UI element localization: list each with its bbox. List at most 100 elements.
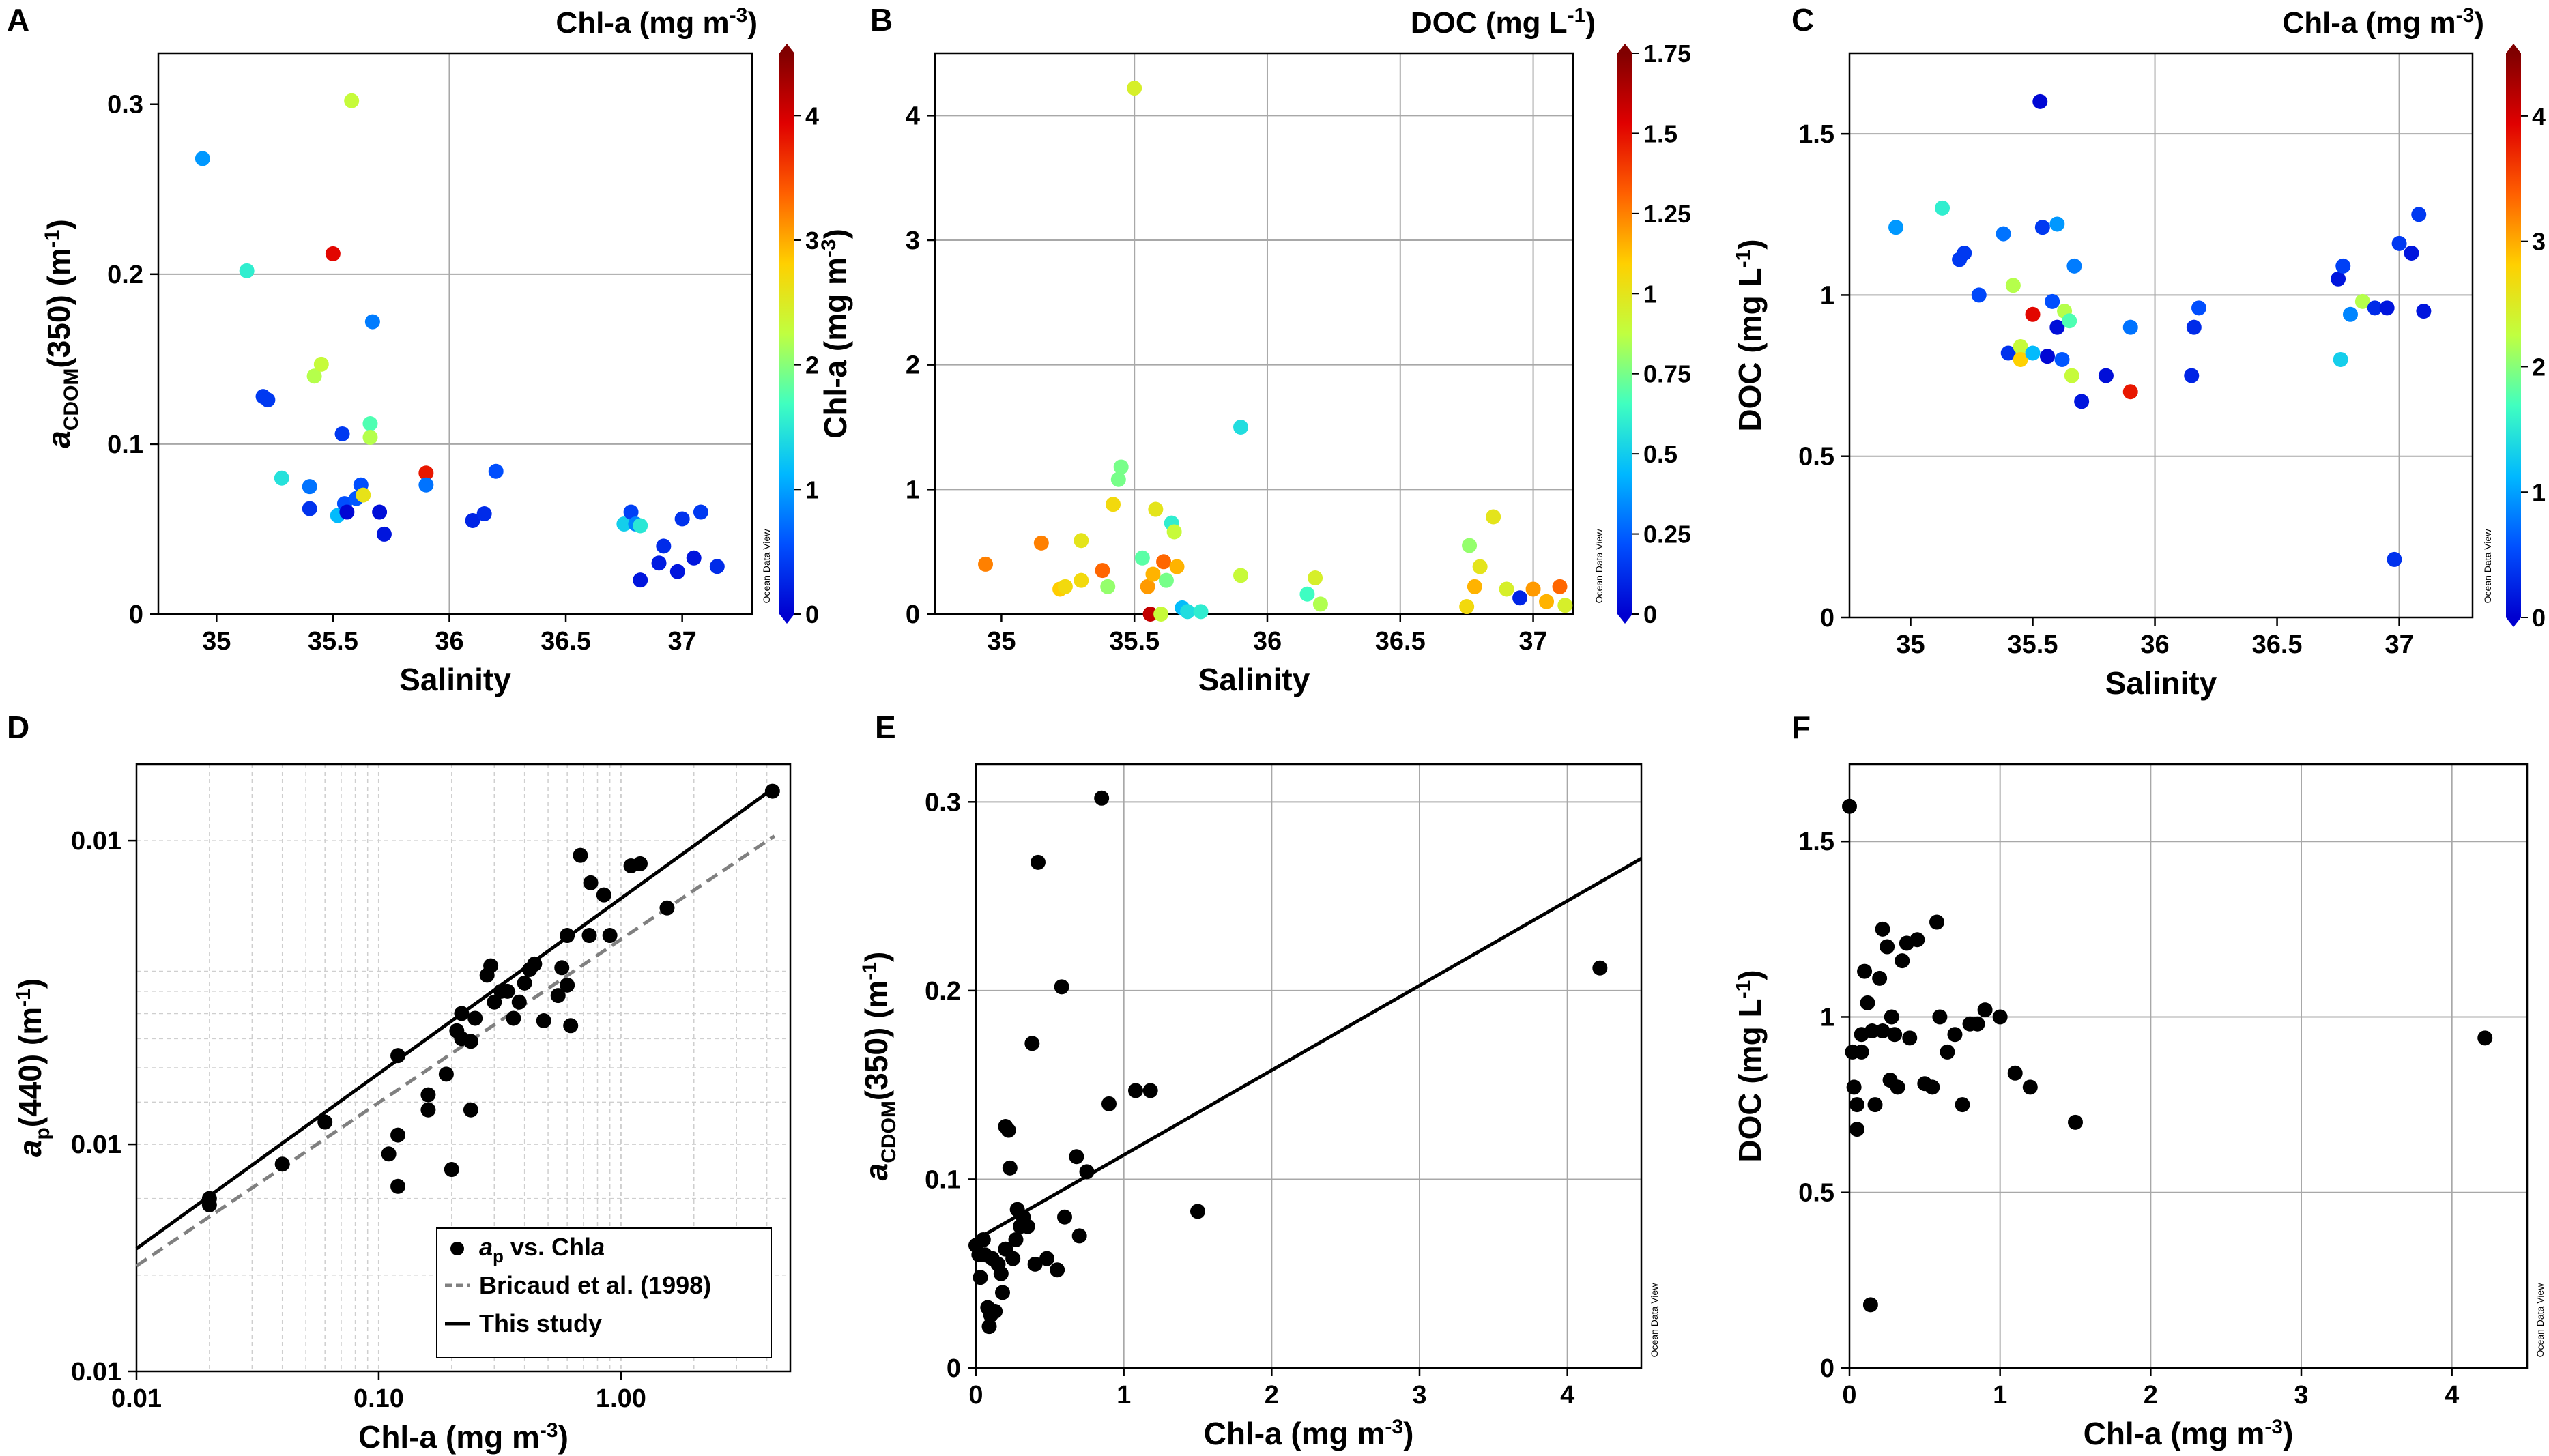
data-point [420,1087,436,1103]
y-axis-title: DOC (mg L-1) [1732,970,1768,1162]
data-point [1142,1083,1158,1098]
data-point [1971,287,1987,303]
x-tick-label: 0.10 [354,1384,404,1413]
x-axis-title: Salinity [1198,662,1310,697]
data-point [981,1319,997,1335]
data-point [511,994,527,1010]
data-point [1846,1079,1862,1095]
data-point [344,93,360,108]
data-point [1074,533,1089,549]
data-point [1539,594,1555,609]
data-point [463,1034,478,1049]
watermark-text: Ocean Data View [1594,529,1604,604]
data-point [988,1304,1003,1320]
x-tick-label: 0.01 [111,1384,162,1413]
data-point [1193,604,1209,620]
data-point [302,479,317,495]
data-point [2186,319,2202,335]
data-point [1977,1002,1993,1018]
data-point [376,526,392,542]
data-point [476,506,492,522]
colorbar-tick-label: 3 [805,227,819,254]
data-point [2391,235,2407,251]
legend-marker [450,1242,464,1255]
x-axis-title: Salinity [2105,665,2217,701]
panel-letter: F [1791,710,1811,745]
x-axis-title: Salinity [399,662,511,697]
data-point [1145,566,1161,582]
data-point [560,977,575,993]
data-point [2062,313,2077,329]
y-tick-label: 0 [1820,604,1834,632]
panel-c: C 35 35.5 36 36.5 37 0 0.5 1 1.5 Salinity DOC (mg L… [1732,2,2546,701]
data-point [1074,572,1089,588]
data-point [444,1162,459,1178]
data-point [1002,1160,1018,1176]
data-point [418,477,434,493]
data-point [1127,81,1142,96]
data-point [260,392,276,408]
data-point [602,928,618,944]
data-point [2000,345,2016,361]
data-point [656,538,672,554]
colorbar-title: DOC (mg L-1) [1411,4,1596,40]
colorbar-min-cap [2506,617,2521,627]
data-point [1233,568,1249,583]
data-point [438,1066,454,1082]
x-tick-label: 2 [1265,1381,1279,1410]
data-point [1895,953,1910,969]
data-point [1033,535,1049,551]
y-tick-label: 0.1 [925,1165,961,1194]
data-point [420,1102,436,1118]
watermark-text: Ocean Data View [1649,1283,1660,1358]
x-tick-label: 0 [968,1381,983,1410]
data-point [583,875,599,890]
y-axis-title: Chl-a (mg m-3) [818,229,853,439]
y-tick-label: 0.01 [71,1131,121,1159]
data-point [1054,979,1069,995]
data-point [2411,207,2427,222]
colorbar-tick-label: 1.5 [1643,119,1677,147]
data-point [1955,1097,1970,1113]
data-point [467,1010,483,1026]
x-tick-label: 36 [435,627,463,656]
data-point [1996,226,2011,242]
data-point [1864,1023,1880,1039]
y-tick-label: 1 [1820,1003,1834,1032]
data-point [1925,1079,1940,1095]
colorbar-tick-label: 1.75 [1643,40,1691,68]
colorbar-max-cap [779,44,794,53]
colorbar-max-cap [2506,44,2521,53]
data-point [1462,538,1478,553]
data-point [1057,579,1073,594]
data-point [483,958,499,974]
data-point [1557,598,1573,613]
data-point [2331,271,2346,287]
data-point [2342,306,2358,322]
data-point [1312,596,1328,612]
x-tick-label: 35 [1896,630,1925,659]
panel-letter: A [7,2,29,38]
data-point [390,1048,406,1064]
data-point [1842,798,1857,814]
data-point [1134,550,1150,566]
data-point [2068,1114,2083,1130]
data-point [2387,551,2402,567]
data-point [1884,1009,1899,1025]
data-point [274,470,289,486]
data-point [659,900,675,916]
data-point [390,1127,406,1143]
data-point [1027,1256,1043,1272]
data-point [2022,1079,2038,1095]
y-tick-label: 0 [947,1354,961,1383]
data-point [2032,93,2048,109]
data-point [1071,1228,1087,1244]
data-point [1148,501,1164,517]
data-point [2013,351,2028,367]
data-point [1050,1262,1065,1278]
plot-frame [1848,52,2474,619]
data-point [1000,1122,1016,1138]
data-point [1867,1097,1883,1113]
